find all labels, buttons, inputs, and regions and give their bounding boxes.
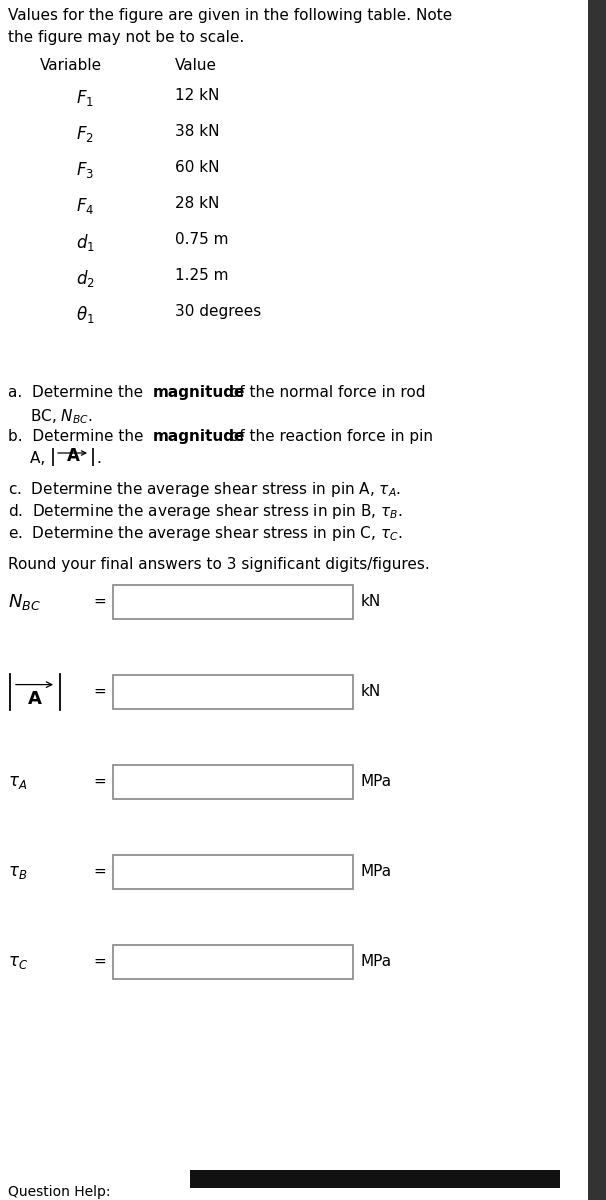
Bar xyxy=(588,0,606,1200)
Text: 12 kN: 12 kN xyxy=(175,88,219,103)
Text: Values for the figure are given in the following table. Note: Values for the figure are given in the f… xyxy=(8,8,452,23)
Text: kN: kN xyxy=(361,684,381,700)
Text: d.  Determine the average shear stress in pin B, $\tau_B$.: d. Determine the average shear stress in… xyxy=(8,502,402,521)
Text: .: . xyxy=(96,451,101,466)
Text: A,: A, xyxy=(30,451,50,466)
Text: 30 degrees: 30 degrees xyxy=(175,304,261,319)
Text: $F_1$: $F_1$ xyxy=(76,88,94,108)
Text: 1.25 m: 1.25 m xyxy=(175,268,228,283)
Text: MPa: MPa xyxy=(361,864,392,880)
Text: =: = xyxy=(93,594,106,610)
Text: the figure may not be to scale.: the figure may not be to scale. xyxy=(8,30,244,44)
Text: $F_3$: $F_3$ xyxy=(76,160,94,180)
Bar xyxy=(190,1170,560,1188)
Text: Variable: Variable xyxy=(40,58,102,73)
Text: magnitude: magnitude xyxy=(153,385,245,400)
Text: $\tau_B$: $\tau_B$ xyxy=(8,863,27,881)
Text: 28 kN: 28 kN xyxy=(175,196,219,211)
Text: e.  Determine the average shear stress in pin C, $\tau_C$.: e. Determine the average shear stress in… xyxy=(8,523,402,542)
FancyBboxPatch shape xyxy=(113,854,353,888)
Text: $\tau_A$: $\tau_A$ xyxy=(8,773,27,791)
FancyBboxPatch shape xyxy=(113,944,353,979)
Text: b.  Determine the: b. Determine the xyxy=(8,428,148,444)
Text: of the reaction force in pin: of the reaction force in pin xyxy=(225,428,433,444)
Text: 38 kN: 38 kN xyxy=(175,124,219,139)
Text: Value: Value xyxy=(175,58,217,73)
FancyBboxPatch shape xyxy=(113,764,353,799)
Text: $d_2$: $d_2$ xyxy=(76,268,95,289)
Text: $N_{BC}$: $N_{BC}$ xyxy=(8,592,41,612)
Text: c.  Determine the average shear stress in pin A, $\tau_A$.: c. Determine the average shear stress in… xyxy=(8,480,401,499)
Text: =: = xyxy=(93,774,106,790)
Text: kN: kN xyxy=(361,594,381,610)
Text: a.  Determine the: a. Determine the xyxy=(8,385,148,400)
Text: 60 kN: 60 kN xyxy=(175,160,219,175)
Text: =: = xyxy=(93,864,106,880)
Text: =: = xyxy=(93,684,106,700)
Text: BC, $N_{BC}$.: BC, $N_{BC}$. xyxy=(30,407,93,426)
Text: $F_2$: $F_2$ xyxy=(76,124,94,144)
Text: $d_1$: $d_1$ xyxy=(76,232,95,253)
Text: MPa: MPa xyxy=(361,774,392,790)
FancyBboxPatch shape xyxy=(113,674,353,708)
FancyBboxPatch shape xyxy=(113,584,353,619)
Text: Question Help:: Question Help: xyxy=(8,1186,110,1199)
Text: magnitude: magnitude xyxy=(153,428,245,444)
Text: $\mathbf{A}$: $\mathbf{A}$ xyxy=(65,446,81,464)
Text: $\mathbf{A}$: $\mathbf{A}$ xyxy=(27,690,43,708)
Text: Round your final answers to 3 significant digits/figures.: Round your final answers to 3 significan… xyxy=(8,557,430,571)
Text: MPa: MPa xyxy=(361,954,392,970)
Text: =: = xyxy=(93,954,106,970)
Text: of the normal force in rod: of the normal force in rod xyxy=(225,385,425,400)
Text: $F_4$: $F_4$ xyxy=(76,196,94,216)
Text: $\tau_C$: $\tau_C$ xyxy=(8,953,28,971)
Text: $\theta_1$: $\theta_1$ xyxy=(76,304,95,325)
Text: 0.75 m: 0.75 m xyxy=(175,232,228,247)
